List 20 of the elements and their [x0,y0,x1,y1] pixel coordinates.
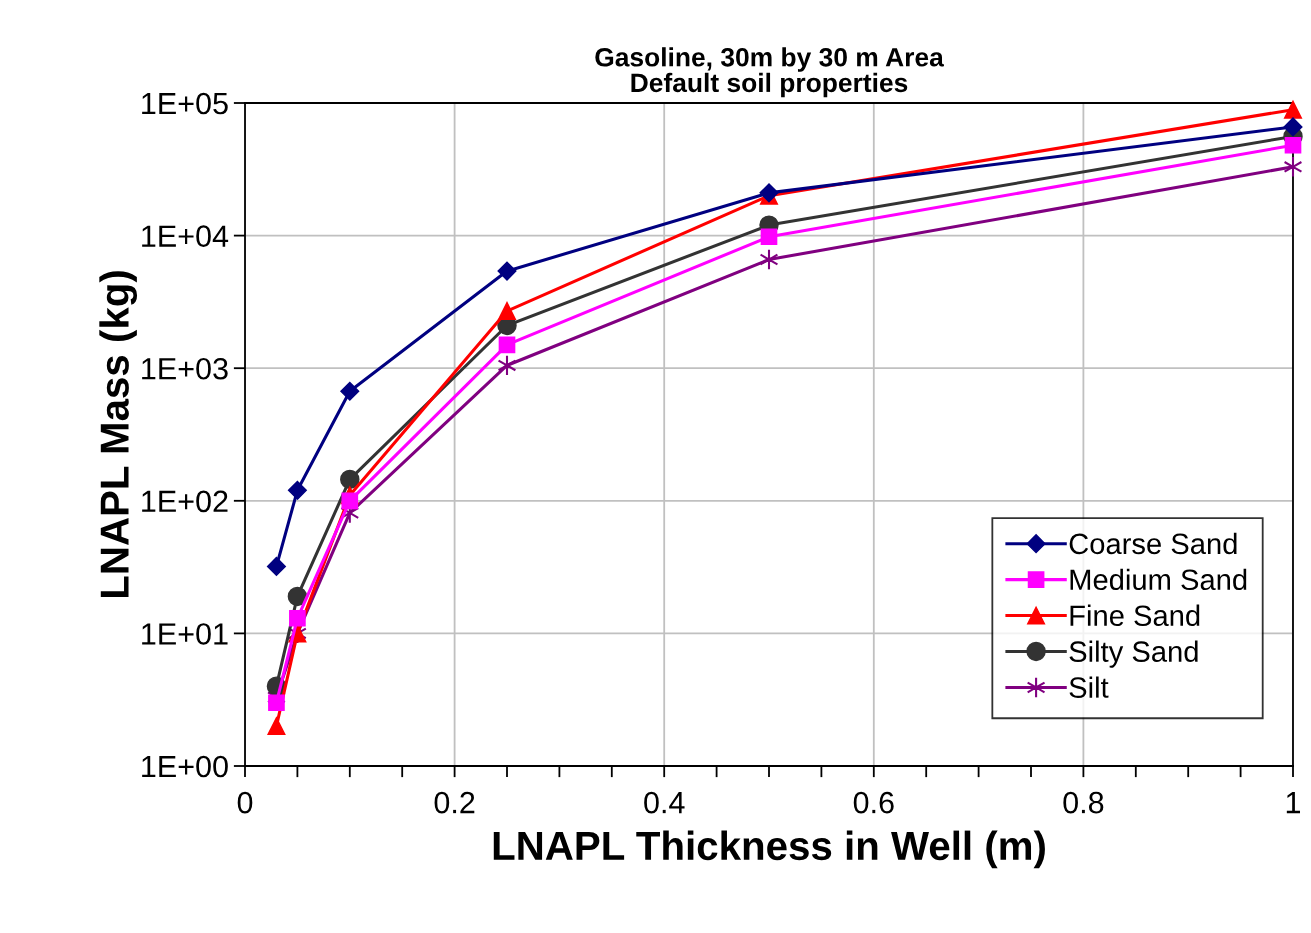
x-tick-label: 0 [237,791,253,814]
legend-label: Coarse Sand [1069,532,1237,555]
y-tick-label: 1E+04 [142,225,229,247]
y-tick-label: 1E+00 [142,755,228,778]
legend-label: Silty Sand [1069,640,1198,668]
x-tick-label: 0.4 [644,791,685,814]
x-tick-label: 0.6 [853,791,894,814]
x-axis-title: LNAPL Thickness in Well (m) [493,830,1045,869]
y-tick-label: 1E+02 [142,490,228,513]
y-tick-label: 1E+01 [142,623,228,645]
y-tick-label: 1E+03 [142,357,228,380]
legend-label: Fine Sand [1070,604,1200,627]
chart-title: Gasoline, 30m by 30 m Area Default soil properties [595,47,944,98]
legend-label: Silt [1069,676,1109,698]
y-tick-label: 1E+05 [142,92,228,115]
x-tick-label: 0.2 [434,791,475,814]
x-tick-label: 0.8 [1063,791,1104,814]
x-tick-label: 1 [1286,792,1301,814]
y-axis-title: LNAPL Mass (kg) [99,271,138,598]
legend-label: Medium Sand [1070,568,1247,591]
